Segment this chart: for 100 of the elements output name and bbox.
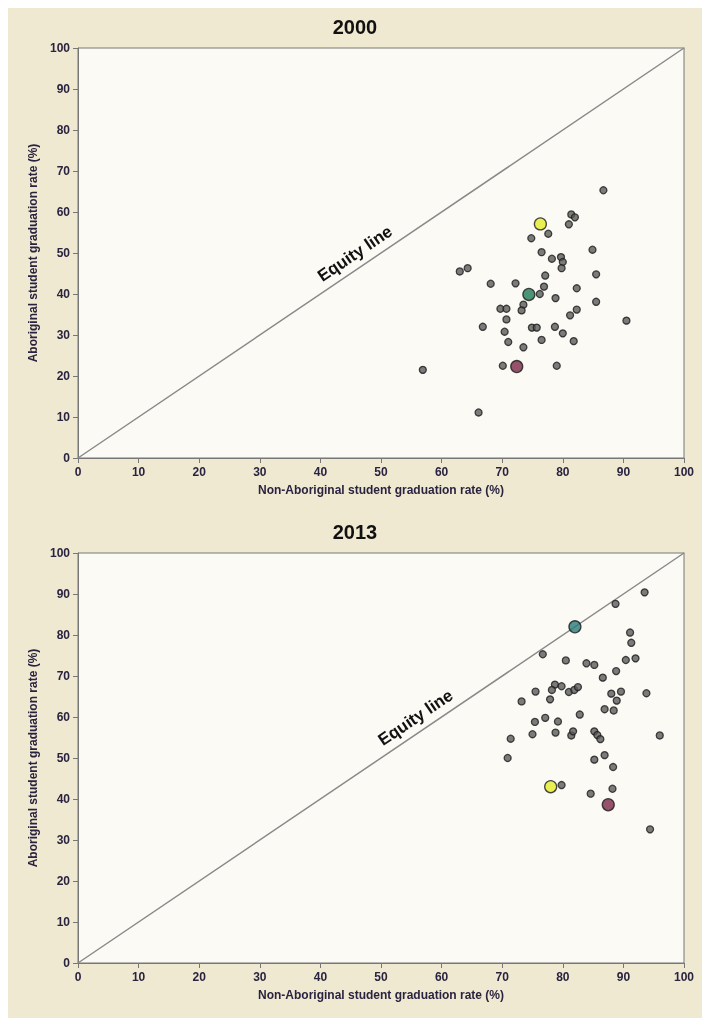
x-tick-label: 50 (374, 970, 388, 984)
point (418, 365, 427, 374)
y-tick-label: 10 (56, 410, 71, 424)
y-tick-label: 70 (56, 669, 71, 683)
point (572, 284, 581, 293)
point (600, 750, 609, 760)
point (557, 264, 566, 273)
point (655, 731, 664, 740)
point (565, 311, 575, 320)
point (600, 705, 609, 714)
point (538, 650, 547, 659)
point (486, 279, 495, 288)
point (607, 689, 616, 698)
x-tick-label: 30 (253, 465, 267, 479)
y-tick-label: 40 (56, 792, 71, 806)
point (591, 270, 601, 279)
point (588, 245, 597, 254)
point (601, 798, 615, 812)
point (599, 186, 608, 195)
x-tick-label: 90 (616, 465, 631, 479)
point (552, 361, 561, 370)
x-tick-label: 10 (131, 465, 146, 479)
point (575, 710, 584, 719)
y-tick-label: 40 (56, 287, 71, 301)
point (532, 323, 541, 332)
y-tick-label: 0 (63, 956, 71, 970)
y-tick-label: 50 (56, 246, 71, 260)
point (535, 289, 544, 299)
point (569, 337, 578, 346)
x-tick-label: 80 (556, 465, 570, 479)
point (500, 327, 509, 336)
y-tick-label: 30 (56, 328, 71, 342)
x-tick-label: 20 (192, 465, 207, 479)
x-tick-label: 30 (253, 970, 267, 984)
y-axis-title: Aboriginal student graduation rate (%) (26, 648, 41, 868)
x-tick-label: 0 (74, 970, 82, 984)
point (616, 687, 626, 696)
point (528, 730, 537, 739)
point (558, 329, 567, 338)
point (645, 825, 655, 834)
point (539, 282, 549, 291)
point (590, 755, 599, 764)
x-tick-label: 40 (313, 465, 328, 479)
x-tick-label: 80 (556, 970, 570, 984)
point (609, 706, 618, 715)
y-tick-label: 80 (56, 123, 71, 137)
y-tick-label: 90 (56, 82, 71, 96)
y-tick-label: 0 (63, 451, 71, 465)
x-axis-title: Non-Aboriginal student graduation rate (%) (258, 483, 504, 497)
point (478, 322, 487, 331)
point (557, 780, 566, 790)
y-tick-label: 20 (56, 369, 71, 383)
point (511, 279, 520, 288)
x-tick-label: 90 (616, 970, 631, 984)
point (582, 659, 591, 668)
point (503, 753, 512, 763)
point (498, 361, 507, 370)
point (517, 306, 526, 315)
y-tick-label: 60 (56, 205, 71, 219)
point (510, 359, 524, 374)
point (557, 682, 566, 691)
point (541, 713, 550, 722)
point (551, 293, 560, 303)
point (544, 780, 558, 794)
x-tick-label: 100 (673, 465, 695, 479)
point (572, 305, 581, 314)
point (622, 316, 631, 325)
x-tick-label: 70 (495, 970, 510, 984)
y-tick-label: 70 (56, 164, 71, 178)
point (570, 213, 580, 222)
point (474, 408, 483, 417)
point (551, 728, 560, 737)
point (598, 673, 607, 682)
y-axis-title: Aboriginal student graduation rate (%) (26, 143, 41, 363)
point (502, 315, 511, 324)
point (642, 689, 651, 698)
point (502, 304, 511, 313)
chart-title: 2013 (332, 521, 378, 543)
point (531, 687, 540, 696)
y-tick-label: 20 (56, 874, 71, 888)
point (544, 229, 553, 238)
point (504, 337, 513, 347)
point (586, 789, 595, 798)
x-axis-title: Non-Aboriginal student graduation rate (%) (258, 988, 504, 1002)
y-tick-label: 100 (49, 41, 71, 55)
point (517, 697, 526, 706)
x-tick-label: 20 (192, 970, 207, 984)
point (550, 322, 560, 331)
point (553, 717, 563, 726)
point (625, 628, 635, 637)
point (611, 599, 620, 608)
point (530, 717, 540, 727)
point (590, 660, 599, 670)
x-tick-label: 70 (495, 465, 510, 479)
y-tick-label: 90 (56, 587, 71, 601)
x-tick-label: 50 (374, 465, 388, 479)
point (611, 666, 621, 676)
y-tick-label: 80 (56, 628, 71, 642)
point (522, 287, 536, 302)
point (608, 784, 617, 793)
